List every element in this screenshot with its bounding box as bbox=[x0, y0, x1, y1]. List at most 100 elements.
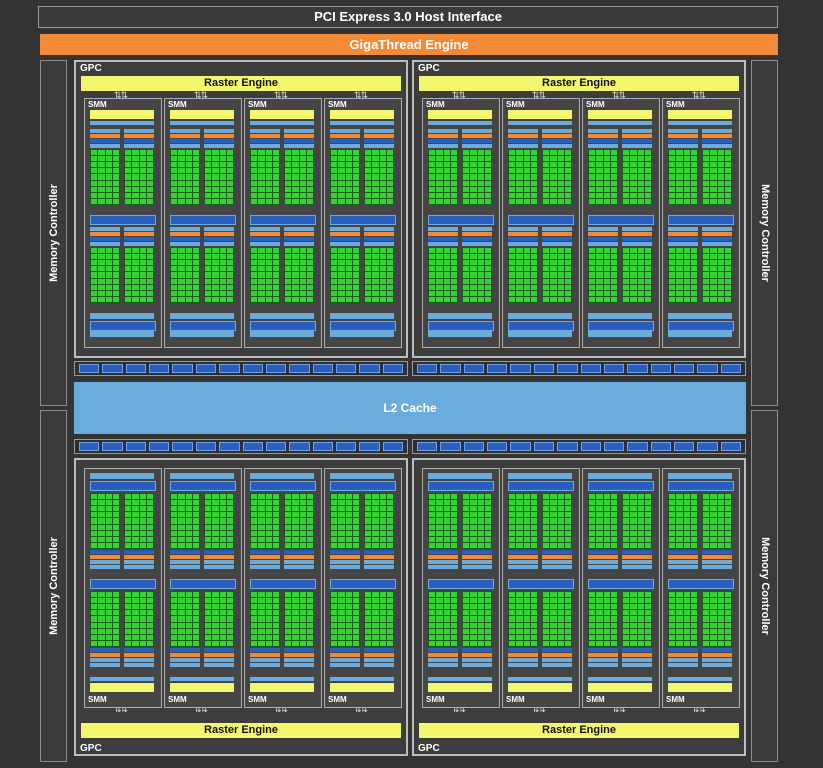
cuda-core bbox=[192, 266, 199, 272]
cuda-core bbox=[112, 168, 119, 174]
cuda-core bbox=[306, 180, 313, 186]
cuda-core bbox=[265, 598, 272, 604]
cuda-core bbox=[463, 622, 470, 628]
cuda-core bbox=[509, 284, 516, 290]
cuda-core bbox=[443, 616, 450, 622]
cuda-core bbox=[543, 266, 550, 272]
cuda-core bbox=[345, 598, 352, 604]
cuda-core bbox=[132, 284, 139, 290]
cuda-core bbox=[192, 628, 199, 634]
cuda-core bbox=[205, 272, 212, 278]
cuda-core bbox=[530, 640, 537, 646]
shared-memory bbox=[668, 677, 732, 681]
texture-unit-row bbox=[170, 481, 236, 491]
cuda-core bbox=[265, 260, 272, 266]
special-function-unit bbox=[508, 232, 538, 236]
cuda-core bbox=[477, 284, 484, 290]
cuda-core bbox=[372, 290, 379, 296]
smm-label: SMM bbox=[586, 100, 605, 109]
cuda-core bbox=[450, 156, 457, 162]
cuda-core bbox=[338, 156, 345, 162]
register-file bbox=[588, 227, 618, 231]
cuda-core bbox=[171, 628, 178, 634]
cuda-core bbox=[192, 278, 199, 284]
cuda-core bbox=[306, 266, 313, 272]
cuda-core bbox=[285, 524, 292, 530]
cuda-core bbox=[637, 290, 644, 296]
crossbar-segment bbox=[102, 442, 123, 451]
cuda-core bbox=[530, 524, 537, 530]
cuda-core bbox=[331, 500, 338, 506]
cuda-core bbox=[386, 150, 393, 156]
instruction-cache bbox=[330, 683, 394, 692]
cuda-core bbox=[637, 266, 644, 272]
cuda-core bbox=[596, 192, 603, 198]
cuda-core bbox=[690, 500, 697, 506]
cuda-core bbox=[516, 628, 523, 634]
cuda-core bbox=[299, 266, 306, 272]
cuda-core bbox=[644, 296, 651, 302]
cuda-core bbox=[292, 192, 299, 198]
special-function-unit bbox=[508, 653, 538, 657]
cuda-core bbox=[338, 512, 345, 518]
register-file bbox=[204, 242, 234, 246]
cuda-core bbox=[372, 296, 379, 302]
cuda-core bbox=[523, 598, 530, 604]
smm: SMM bbox=[422, 98, 500, 348]
shared-memory bbox=[428, 121, 492, 125]
cuda-core bbox=[299, 296, 306, 302]
cuda-core bbox=[285, 634, 292, 640]
register-file bbox=[330, 565, 360, 569]
cuda-core bbox=[338, 180, 345, 186]
cuda-core bbox=[258, 174, 265, 180]
cuda-core bbox=[352, 598, 359, 604]
crossbar-segment bbox=[359, 364, 380, 373]
cuda-core bbox=[623, 198, 630, 204]
processing-block bbox=[588, 591, 618, 673]
cuda-core bbox=[345, 494, 352, 500]
cuda-core bbox=[365, 640, 372, 646]
cuda-core bbox=[98, 598, 105, 604]
cuda-core bbox=[386, 536, 393, 542]
cuda-core bbox=[557, 592, 564, 598]
cuda-core bbox=[386, 628, 393, 634]
cuda-core bbox=[710, 162, 717, 168]
cuda-core bbox=[345, 174, 352, 180]
cuda-core bbox=[345, 260, 352, 266]
cuda-core bbox=[516, 162, 523, 168]
cuda-core bbox=[185, 278, 192, 284]
cuda-core bbox=[345, 180, 352, 186]
special-function-unit bbox=[284, 653, 314, 657]
cuda-core bbox=[98, 260, 105, 266]
cuda-core bbox=[372, 536, 379, 542]
cuda-core bbox=[386, 500, 393, 506]
cuda-core bbox=[509, 180, 516, 186]
cuda-core bbox=[429, 640, 436, 646]
crossbar-bottom-left bbox=[74, 439, 408, 454]
cuda-core-array bbox=[542, 247, 572, 303]
cuda-core bbox=[365, 266, 372, 272]
load-store-unit bbox=[330, 550, 360, 554]
cuda-core bbox=[703, 254, 710, 260]
cuda-core bbox=[463, 290, 470, 296]
cuda-core bbox=[352, 524, 359, 530]
raster-engine: Raster Engine bbox=[419, 76, 739, 91]
cuda-core bbox=[258, 634, 265, 640]
cuda-core bbox=[596, 598, 603, 604]
l1-cache bbox=[250, 331, 314, 337]
cuda-core bbox=[192, 260, 199, 266]
cuda-core bbox=[516, 272, 523, 278]
cuda-core bbox=[516, 198, 523, 204]
cuda-core-array bbox=[204, 149, 234, 205]
cuda-core bbox=[192, 186, 199, 192]
cuda-core bbox=[292, 162, 299, 168]
cuda-core bbox=[112, 536, 119, 542]
cuda-core bbox=[669, 628, 676, 634]
cuda-core-array bbox=[702, 493, 732, 549]
cuda-core bbox=[192, 592, 199, 598]
cuda-core bbox=[285, 628, 292, 634]
cuda-core bbox=[644, 536, 651, 542]
cuda-core bbox=[192, 500, 199, 506]
cuda-core bbox=[258, 530, 265, 536]
cuda-core bbox=[139, 254, 146, 260]
